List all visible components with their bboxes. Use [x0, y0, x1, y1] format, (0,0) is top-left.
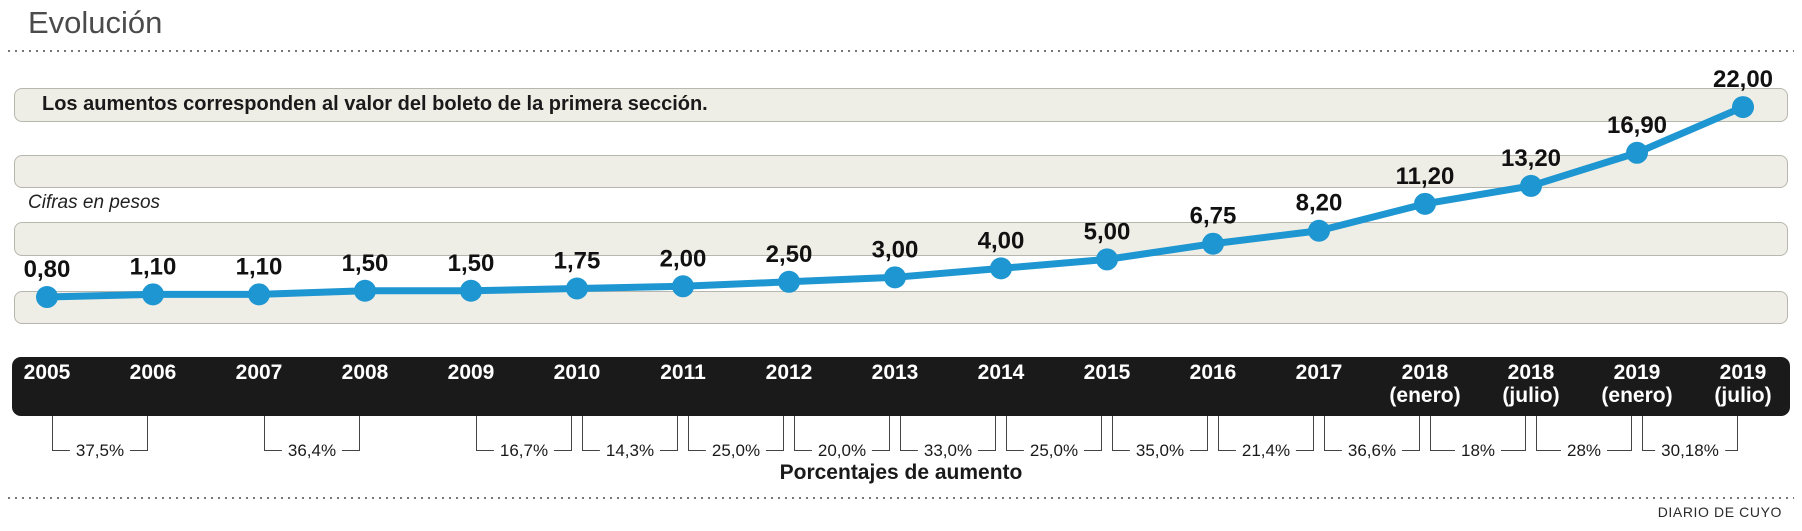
increase-label: 25,0%: [705, 441, 767, 461]
increase-label: 16,7%: [493, 441, 555, 461]
value-label: 0,80: [24, 256, 71, 283]
x-axis-label: 2015: [1083, 361, 1131, 384]
increase-bracket: 35,0%: [1112, 416, 1208, 461]
data-point: [1414, 192, 1436, 215]
x-axis-label: 2005: [23, 361, 71, 384]
increase-bracket: 25,0%: [688, 416, 784, 461]
increase-bracket: 36,6%: [1324, 416, 1420, 461]
increase-label: 30,18%: [1655, 441, 1725, 461]
increase-label: 14,3%: [599, 441, 661, 461]
increase-bracket: 28%: [1536, 416, 1632, 461]
increase-label: 18%: [1454, 441, 1502, 461]
increase-label: 33,0%: [917, 441, 979, 461]
value-label: 1,10: [236, 253, 283, 280]
increase-label: 28%: [1560, 441, 1608, 461]
chart-band-3: [14, 222, 1788, 256]
credit: DIARIO DE CUYO: [1657, 504, 1782, 520]
x-axis-label: 2018 (enero): [1389, 361, 1461, 407]
increase-label: 37,5%: [69, 441, 131, 461]
x-axis-bar: [12, 357, 1790, 416]
page-title: Evolución: [28, 5, 163, 40]
x-axis-label: 2010: [553, 361, 601, 384]
x-axis-label: 2016: [1189, 361, 1237, 384]
x-axis-label: 2011: [660, 361, 706, 384]
increase-label: 35,0%: [1129, 441, 1191, 461]
units-label: Cifras en pesos: [28, 192, 161, 213]
top-dotted-rule: [8, 49, 1794, 52]
chart-band-2: [14, 155, 1788, 188]
increase-bracket: 36,4%: [264, 416, 360, 461]
increase-bracket: 14,3%: [582, 416, 678, 461]
increase-label: 36,6%: [1341, 441, 1403, 461]
x-axis-label: 2012: [765, 361, 813, 384]
price-line: [46, 103, 1745, 301]
increase-bracket: 37,5%: [52, 416, 148, 461]
increase-bracket: 16,7%: [476, 416, 572, 461]
chart-band-4: [14, 291, 1788, 324]
increase-label: 25,0%: [1023, 441, 1085, 461]
x-axis-label: 2006: [129, 361, 177, 384]
chart-note: Los aumentos corresponden al valor del b…: [42, 93, 708, 115]
increase-label: 36,4%: [281, 441, 343, 461]
x-axis-label: 2013: [871, 361, 919, 384]
increase-bracket: 25,0%: [1006, 416, 1102, 461]
x-axis-label: 2017: [1295, 361, 1343, 384]
x-axis-label: 2008: [341, 361, 389, 384]
bottom-dotted-rule: [8, 496, 1794, 499]
x-axis-label: 2019 (enero): [1601, 361, 1673, 407]
data-point: [778, 270, 800, 293]
increase-bracket: 30,18%: [1642, 416, 1738, 461]
increase-label: 20,0%: [811, 441, 873, 461]
increase-bracket: 21,4%: [1218, 416, 1314, 461]
value-label: 8,20: [1296, 190, 1343, 217]
increase-label: 21,4%: [1235, 441, 1297, 461]
increase-bracket: 20,0%: [794, 416, 890, 461]
axis-caption: Porcentajes de aumento: [779, 461, 1023, 484]
increase-bracket: 33,0%: [900, 416, 996, 461]
data-point: [990, 257, 1012, 280]
x-axis-label: 2019 (julio): [1714, 361, 1772, 407]
x-axis-label: 2009: [447, 361, 495, 384]
x-axis-label: 2018 (julio): [1502, 361, 1560, 407]
increase-bracket: 18%: [1430, 416, 1526, 461]
data-point: [884, 266, 906, 289]
x-axis-label: 2014: [977, 361, 1025, 384]
value-label: 1,10: [130, 253, 177, 280]
x-axis-label: 2007: [235, 361, 283, 384]
